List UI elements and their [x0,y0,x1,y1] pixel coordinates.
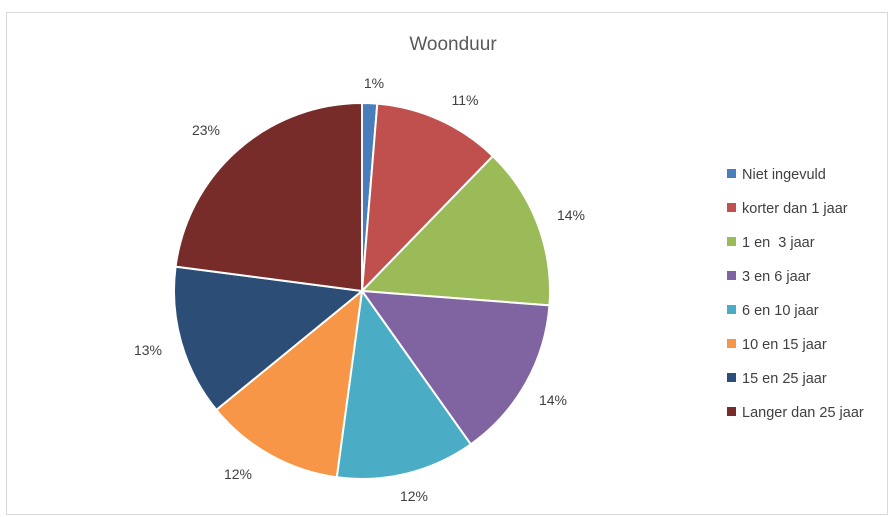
legend-swatch-8 [727,407,736,416]
data-label-4: 14% [539,392,567,408]
pie-slices [173,101,551,480]
legend-swatch-2 [727,203,736,212]
chart-title: Woonduur [409,34,497,55]
legend-swatch-5 [727,305,736,314]
pie-slice-7 [173,265,365,412]
legend-swatch-3 [727,237,736,246]
data-label-1: 1% [364,75,384,91]
data-label-5: 12% [400,488,428,504]
data-label-7: 13% [134,342,162,358]
legend: Niet ingevuld korter dan 1 jaar 1 en 3 jaa… [727,167,864,421]
legend-swatch-4 [727,271,736,280]
data-label-8: 23% [192,122,220,138]
legend-label-1: Niet ingevuld [742,167,826,183]
data-label-2: 11% [452,92,479,108]
legend-label-2: korter dan 1 jaar [742,201,848,217]
legend-label-3: 1 en 3 jaar [742,235,815,251]
pie-slice-3 [359,154,551,307]
pie-slice-6 [214,288,364,479]
pie-slice-4 [359,289,551,446]
legend-swatch-6 [727,339,736,348]
legend-label-7: 15 en 25 jaar [742,371,827,387]
data-label-3: 14% [557,207,585,223]
legend-swatch-1 [727,169,736,178]
pie-slice-5 [335,288,473,480]
pie-slice-8 [174,101,363,293]
legend-label-8: Langer dan 25 jaar [742,405,864,421]
data-label-6: 12% [224,466,252,482]
legend-label-5: 6 en 10 jaar [742,303,819,319]
legend-label-6: 10 en 15 jaar [742,337,827,353]
legend-label-4: 3 en 6 jaar [742,269,811,285]
pie-slice-2 [360,102,495,294]
pie-data-labels: 1% 11% 14% 14% 12% 12% 13% 23% [134,75,585,504]
legend-swatch-7 [727,373,736,382]
